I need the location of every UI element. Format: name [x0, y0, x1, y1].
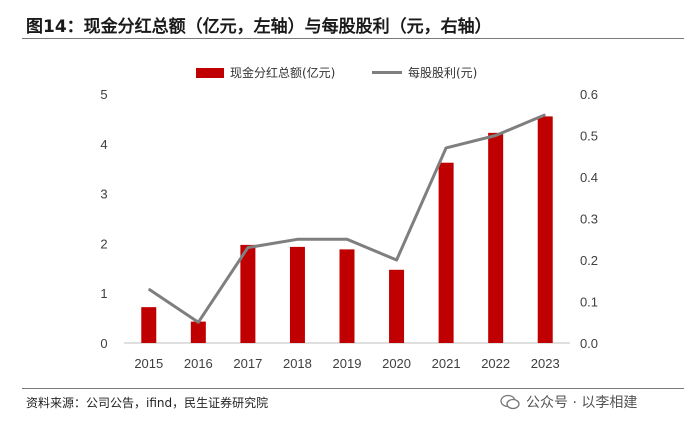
bar-dividend-total: [141, 307, 157, 343]
watermark: 公众号 · 以李相建: [500, 392, 637, 412]
x-tick-label: 2021: [432, 356, 461, 371]
x-tick-label: 2018: [283, 356, 312, 371]
bar-dividend-total: [289, 246, 305, 343]
line-point-dps: [247, 247, 249, 249]
y-right-tick-label: 0.3: [580, 212, 598, 227]
wechat-icon: [500, 394, 520, 410]
legend-bar-label: 现金分红总额(亿元): [230, 66, 336, 80]
x-tick-label: 2016: [184, 356, 213, 371]
legend: 现金分红总额(亿元) 每股股利(元): [0, 64, 700, 80]
y-right-tick-label: 0.6: [580, 87, 598, 102]
y-left-tick-label: 1: [100, 286, 107, 301]
y-left-tick-label: 0: [100, 336, 107, 351]
y-left-tick-label: 4: [100, 137, 107, 152]
line-point-dps: [445, 147, 447, 149]
y-right-tick-label: 0.2: [580, 253, 598, 268]
legend-item-bar: 现金分红总额(亿元): [196, 64, 335, 81]
legend-line-label: 每股股利(元): [408, 66, 478, 80]
bar-dividend-total: [438, 162, 454, 343]
y-right-tick-label: 0.1: [580, 295, 598, 310]
line-point-dps: [544, 114, 546, 116]
y-right-tick-label: 0.4: [580, 170, 598, 185]
x-tick-label: 2023: [531, 356, 560, 371]
x-tick-label: 2015: [134, 356, 163, 371]
bar-dividend-total: [537, 116, 553, 343]
legend-item-line: 每股股利(元): [372, 64, 477, 81]
line-point-dps: [197, 321, 199, 323]
line-point-dps: [346, 238, 348, 240]
line-point-dps: [495, 135, 497, 136]
bar-dividend-total: [240, 244, 256, 343]
line-point-dps: [296, 238, 298, 240]
y-right-tick-label: 0.0: [580, 336, 598, 351]
footer-divider: [22, 388, 684, 389]
watermark-text: 公众号 · 以李相建: [526, 395, 638, 411]
bar-dividend-total: [339, 249, 355, 343]
x-tick-label: 2022: [481, 356, 510, 371]
legend-line-swatch: [372, 71, 402, 74]
chart-title: 图14：现金分红总额（亿元，左轴）与每股股利（元，右轴）: [26, 17, 492, 37]
bar-dividend-total: [389, 269, 405, 343]
line-point-dps: [396, 259, 398, 261]
legend-bar-swatch: [196, 67, 224, 78]
y-left-tick-label: 2: [100, 236, 107, 251]
title-divider: [22, 38, 684, 39]
bar-dividend-total: [488, 132, 504, 343]
source-note: 资料来源：公司公告，ifind，民生证券研究院: [26, 396, 269, 410]
y-right-tick-label: 0.5: [580, 129, 598, 144]
y-left-tick-label: 3: [100, 187, 107, 202]
y-left-tick-label: 5: [100, 87, 107, 102]
line-point-dps: [148, 288, 150, 290]
x-tick-label: 2017: [233, 356, 262, 371]
bar-dividend-total: [190, 321, 206, 343]
x-tick-label: 2019: [333, 356, 362, 371]
x-tick-label: 2020: [382, 356, 411, 371]
